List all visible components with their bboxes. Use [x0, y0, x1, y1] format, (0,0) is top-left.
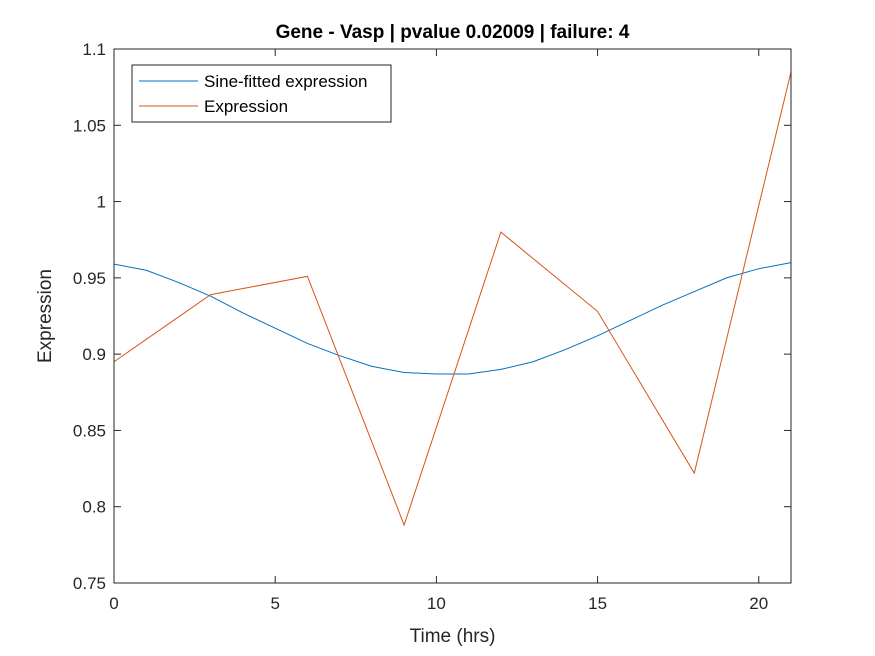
y-tick-label: 1.05 [73, 116, 106, 135]
legend: Sine-fitted expression Expression [131, 64, 392, 123]
legend-box [131, 64, 392, 123]
axes-layer: 0 5 10 15 20 0.75 0.8 0.85 0.9 0.95 1 1.05 1.1 [73, 40, 792, 613]
x-tick-label: 5 [270, 594, 279, 613]
y-tick-label: 0.85 [73, 421, 106, 440]
y-tick-label: 1.1 [82, 40, 106, 59]
legend-label-expression: Expression [204, 97, 288, 116]
y-tick-label: 0.8 [82, 498, 106, 517]
series-line-sine-fitted-expression [113, 262, 792, 375]
legend-label-sine-fitted: Sine-fitted expression [204, 72, 367, 91]
plot-area [114, 49, 791, 583]
y-tick-label: 0.95 [73, 269, 106, 288]
x-tick-label: 15 [588, 594, 607, 613]
x-tick-label: 20 [749, 594, 768, 613]
y-axis-label: Expression [35, 269, 56, 363]
x-axis-label: Time (hrs) [410, 626, 496, 647]
series-line-expression [113, 71, 792, 527]
y-tick-label: 0.9 [82, 345, 106, 364]
x-tick-label: 0 [109, 594, 118, 613]
axes-box [113, 48, 792, 584]
chart-title: Gene - Vasp | pvalue 0.02009 | failure: … [276, 22, 630, 43]
x-tick-label: 10 [427, 594, 446, 613]
y-tick-label: 1 [97, 193, 106, 212]
y-tick-label: 0.75 [73, 574, 106, 593]
series-layer [113, 71, 792, 527]
